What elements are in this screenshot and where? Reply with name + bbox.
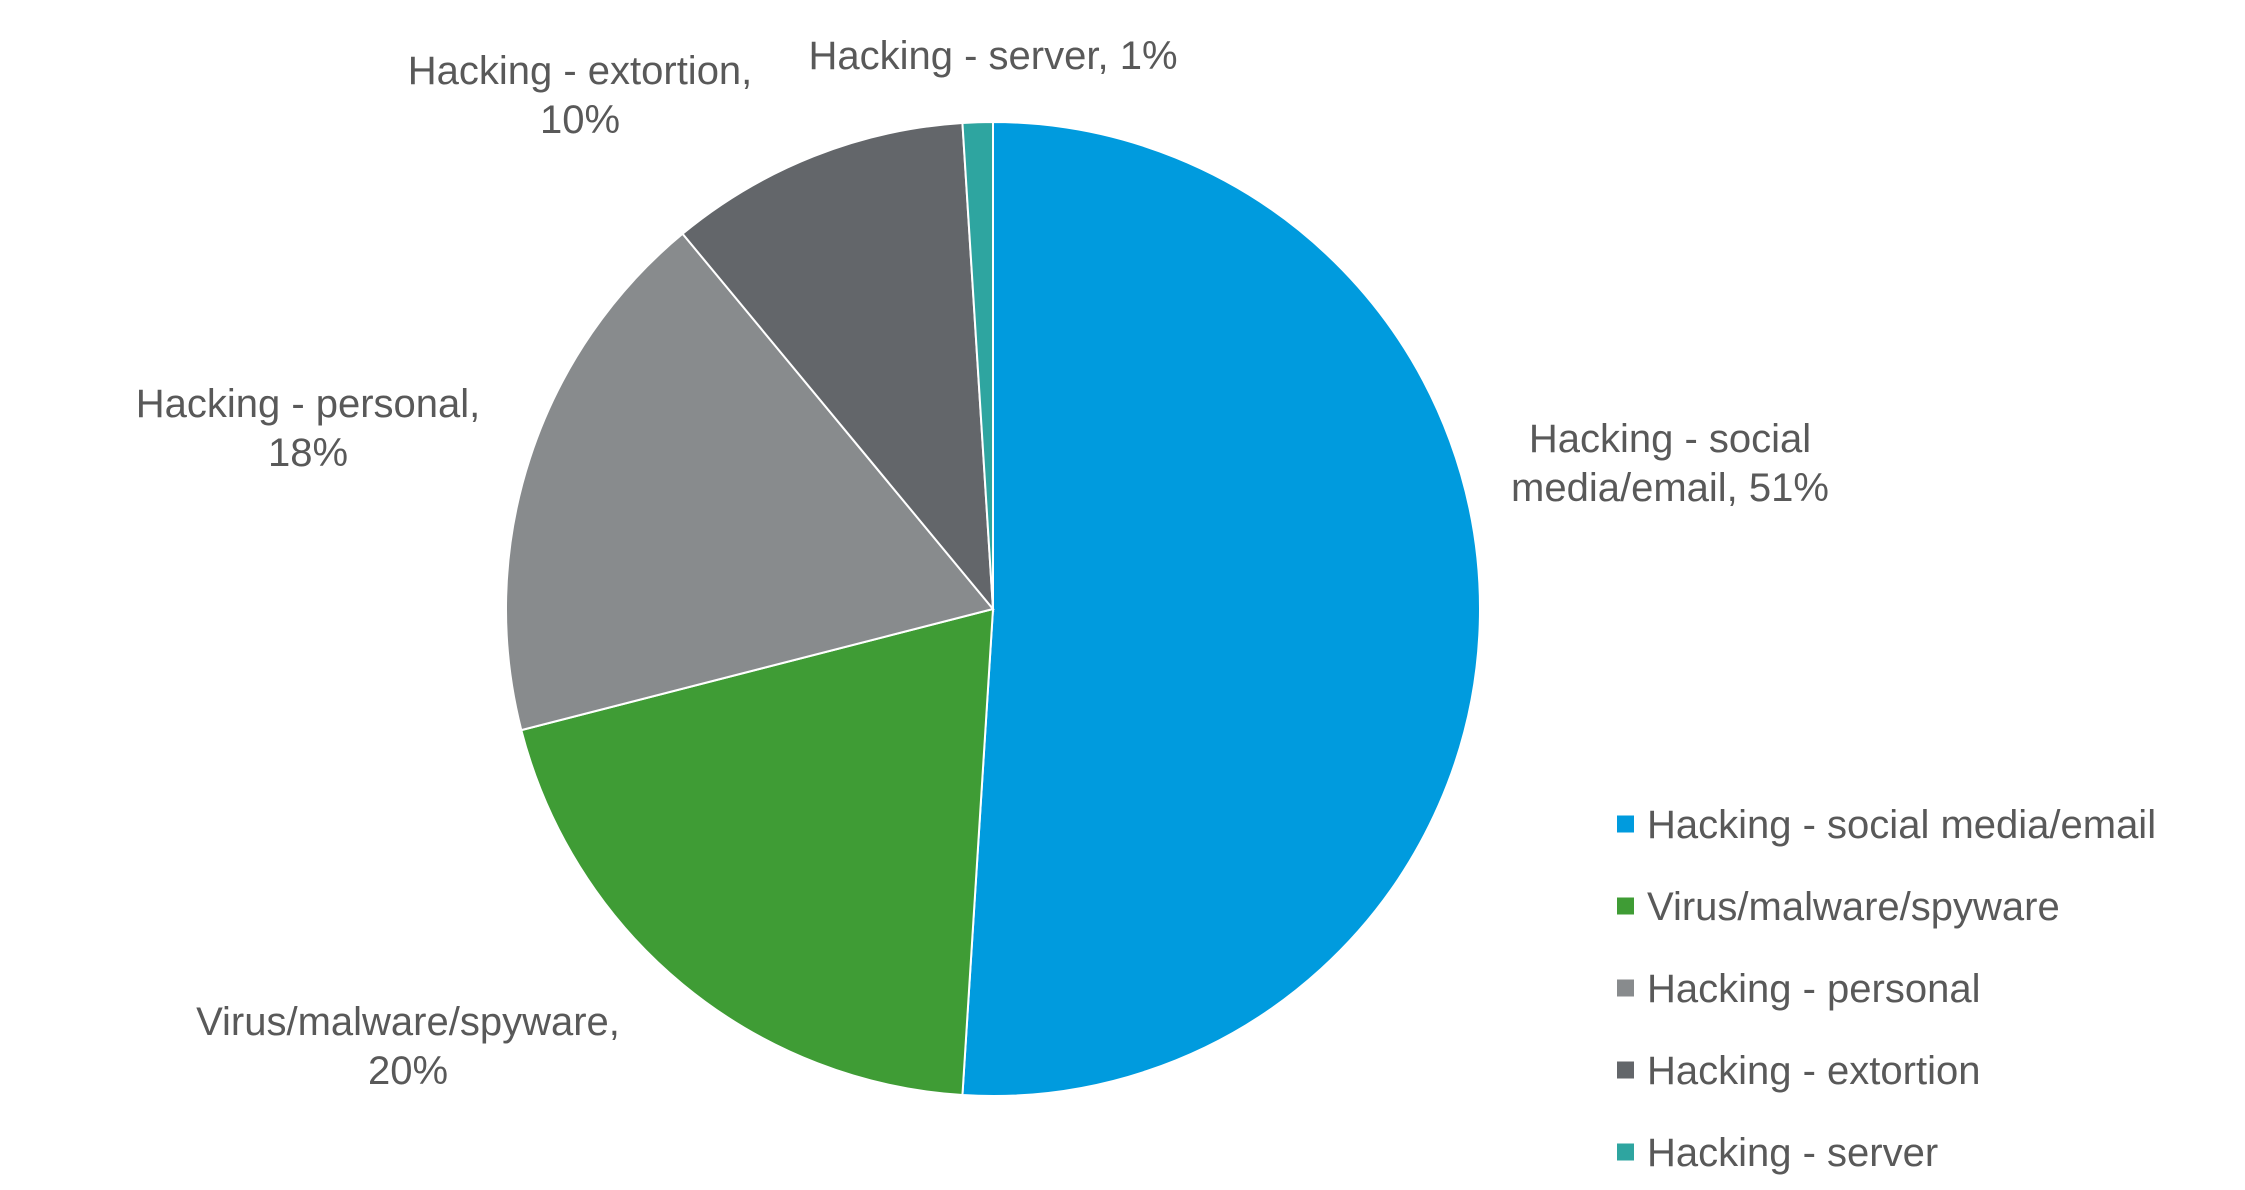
legend-item-hacking-extortion: Hacking - extortion (1617, 1049, 1980, 1093)
data-label-line: Hacking - social (1529, 417, 1811, 461)
legend-label: Hacking - server (1647, 1131, 1938, 1175)
data-label-line: media/email, 51% (1511, 466, 1829, 510)
data-label-line: 18% (268, 431, 348, 475)
legend-label: Hacking - extortion (1647, 1049, 1980, 1093)
data-label-virus-malware-spyware: Virus/malware/spyware, 20% (196, 1000, 620, 1093)
legend-swatch (1617, 815, 1634, 833)
pie-slice-hacking-social-media-email (961, 120, 1481, 1097)
legend: Hacking - social media/email Virus/malwar… (1617, 803, 2156, 1175)
legend-item-hacking-personal: Hacking - personal (1617, 967, 1981, 1011)
pie-slice-virus-malware-spyware (520, 607, 995, 1097)
data-label-line: 10% (540, 98, 620, 142)
pie-slice-hacking-server (961, 120, 994, 610)
data-label-line: Hacking - server, 1% (808, 34, 1177, 78)
data-label-line: Virus/malware/spyware, (196, 1000, 620, 1044)
data-label-hacking-extortion: Hacking - extortion, 10% (408, 49, 753, 142)
legend-swatch (1617, 1143, 1634, 1161)
data-label-line: Hacking - extortion, (408, 49, 753, 93)
legend-label: Hacking - personal (1647, 967, 1981, 1011)
data-label-line: Hacking - personal, (136, 382, 481, 426)
pie-slice-hacking-extortion (681, 121, 995, 613)
legend-swatch (1617, 1061, 1634, 1079)
legend-swatch (1617, 897, 1634, 915)
data-label-line: 20% (368, 1049, 448, 1093)
legend-item-virus-malware-spyware: Virus/malware/spyware (1617, 885, 2060, 929)
data-label-hacking-server: Hacking - server, 1% (808, 34, 1177, 78)
legend-item-hacking-social-media-email: Hacking - social media/email (1617, 803, 2156, 847)
legend-label: Hacking - social media/email (1647, 803, 2156, 847)
data-label-hacking-social-media-email: Hacking - social media/email, 51% (1511, 417, 1829, 510)
pie-slice-hacking-personal (505, 232, 995, 732)
legend-swatch (1617, 979, 1634, 997)
slices-layer (505, 120, 1481, 1097)
legend-item-hacking-server: Hacking - server (1617, 1131, 1938, 1175)
legend-label: Virus/malware/spyware (1647, 885, 2060, 929)
data-labels-layer: Hacking - social media/email, 51% Virus/ma… (136, 34, 1829, 1093)
data-label-hacking-personal: Hacking - personal, 18% (136, 382, 481, 475)
